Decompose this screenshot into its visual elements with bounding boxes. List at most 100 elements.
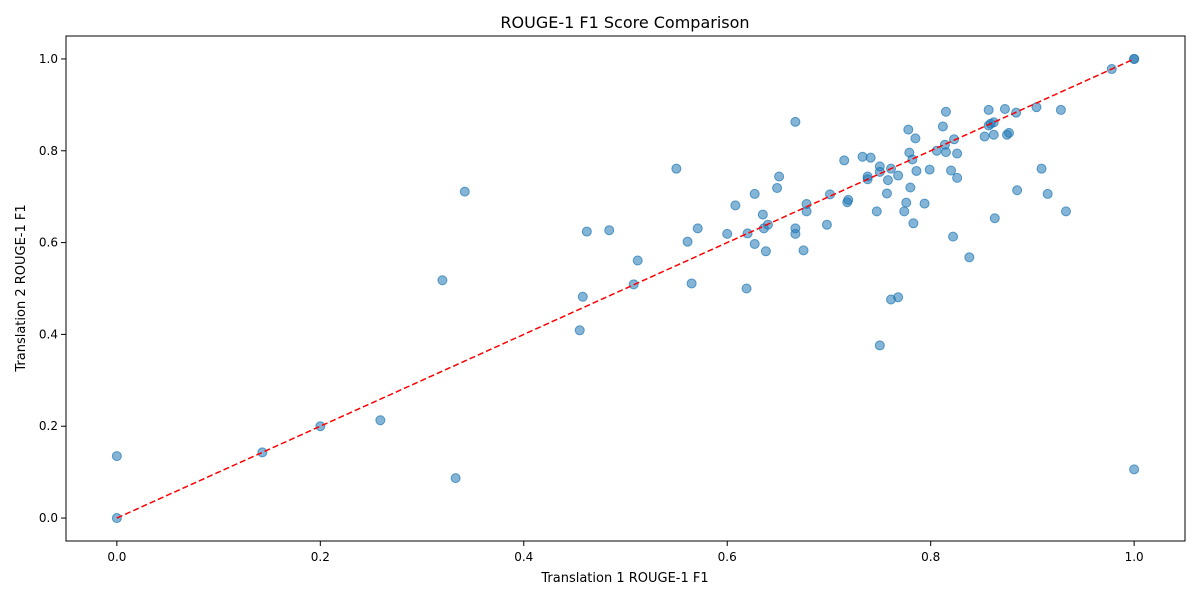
x-tick-label: 0.8: [921, 550, 940, 564]
data-point: [742, 228, 753, 239]
y-tick-label: 0.0: [39, 511, 58, 525]
data-point: [741, 283, 752, 294]
data-point: [952, 148, 963, 159]
data-point: [924, 164, 935, 175]
data-point: [632, 255, 643, 266]
data-point: [893, 170, 904, 181]
data-point: [893, 292, 904, 303]
data-point: [874, 340, 885, 351]
data-point: [437, 275, 448, 286]
data-point: [682, 236, 693, 247]
data-point: [774, 171, 785, 182]
x-axis-label: Translation 1 ROUGE-1 F1: [540, 571, 708, 586]
data-point: [910, 133, 921, 144]
data-point: [979, 131, 990, 142]
data-point: [604, 225, 615, 236]
data-point: [257, 447, 268, 458]
data-point: [798, 245, 809, 256]
data-point: [1042, 188, 1053, 199]
y-tick-label: 0.6: [39, 236, 58, 250]
data-point: [989, 213, 1000, 224]
data-point: [1129, 464, 1140, 475]
data-point: [1129, 53, 1140, 64]
data-point: [577, 291, 588, 302]
data-point: [459, 186, 470, 197]
data-point: [940, 147, 951, 158]
data-point: [983, 104, 994, 115]
data-point: [940, 106, 951, 117]
data-point: [903, 124, 914, 135]
y-tick-label: 0.8: [39, 144, 58, 158]
data-point: [952, 172, 963, 183]
data-point: [790, 116, 801, 127]
x-tick-label: 0.0: [107, 550, 126, 564]
data-point: [901, 197, 912, 208]
data-point: [1012, 185, 1023, 196]
data-point: [988, 117, 999, 128]
plot-frame: [65, 35, 1186, 542]
y-axis-label: Translation 2 ROUGE-1 F1: [14, 204, 29, 372]
data-point: [574, 325, 585, 336]
data-point: [1004, 127, 1015, 138]
data-point: [686, 278, 697, 289]
data-point: [937, 121, 948, 132]
points-layer: [111, 53, 1140, 524]
data-point: [1060, 206, 1071, 217]
data-point: [749, 238, 760, 249]
data-point: [757, 209, 768, 220]
data-point: [692, 223, 703, 234]
data-point: [760, 246, 771, 257]
data-point: [857, 151, 868, 162]
data-point: [671, 163, 682, 174]
x-tick-label: 1.0: [1125, 550, 1144, 564]
data-point: [908, 218, 919, 229]
data-point: [905, 182, 916, 193]
data-point: [1031, 102, 1042, 113]
x-tick-label: 0.6: [718, 550, 737, 564]
data-point: [964, 252, 975, 263]
data-point: [790, 228, 801, 239]
reference-line: [116, 58, 1135, 519]
data-point: [581, 226, 592, 237]
data-point: [375, 415, 386, 426]
data-point: [871, 206, 882, 217]
data-point: [907, 154, 918, 165]
chart-title: ROUGE-1 F1 Score Comparison: [500, 13, 749, 32]
data-point: [821, 219, 832, 230]
data-point: [899, 206, 910, 217]
data-point: [881, 188, 892, 199]
data-point: [949, 134, 960, 145]
data-point: [988, 129, 999, 140]
data-point: [999, 104, 1010, 114]
data-point: [722, 228, 733, 239]
data-point: [749, 188, 760, 199]
data-point: [801, 206, 812, 217]
data-point: [865, 152, 876, 163]
data-point: [931, 145, 942, 156]
plot-area: [65, 35, 1186, 542]
y-tick-label: 1.0: [39, 52, 58, 66]
data-point: [772, 182, 783, 193]
data-point: [946, 165, 957, 176]
data-point: [450, 473, 461, 484]
data-point: [948, 231, 959, 242]
data-point: [919, 198, 930, 209]
data-point: [839, 155, 850, 166]
y-tick-label: 0.2: [39, 419, 58, 433]
x-tick-label: 0.2: [311, 550, 330, 564]
data-point: [111, 513, 122, 524]
data-point: [1055, 104, 1066, 115]
data-point: [911, 165, 922, 176]
x-axis: 0.0 0.2 0.4 0.6 0.8 1.0: [107, 541, 1144, 564]
y-tick-label: 0.4: [39, 327, 58, 341]
data-point: [111, 451, 122, 462]
data-point: [882, 175, 893, 186]
data-point: [315, 421, 326, 432]
data-point: [730, 200, 741, 211]
x-tick-label: 0.4: [514, 550, 533, 564]
data-point: [843, 194, 854, 205]
y-axis: 0.0 0.2 0.4 0.6 0.8 1.0: [39, 52, 66, 525]
data-point: [1036, 163, 1047, 174]
